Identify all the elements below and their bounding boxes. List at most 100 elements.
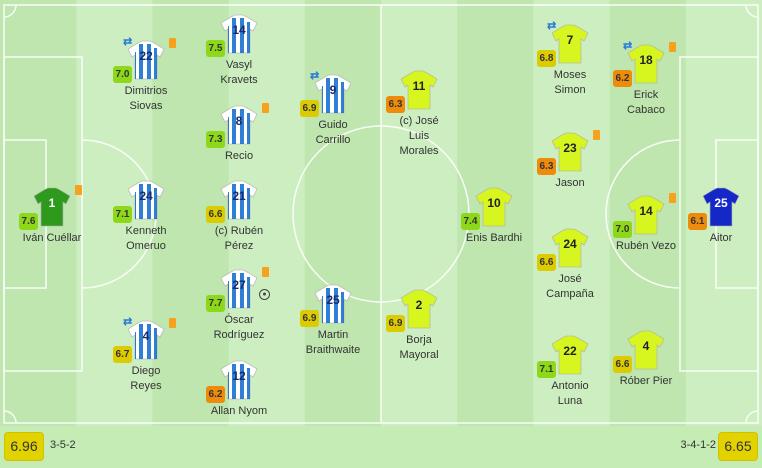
shirt-number: 25 xyxy=(714,196,728,210)
player-rating: 6.9 xyxy=(300,310,319,327)
player-rating: 6.8 xyxy=(537,50,556,67)
player-name-line: Erick xyxy=(633,89,659,101)
shirt-icon: 11 xyxy=(400,70,438,110)
away-player[interactable]: 25 6.1 Aitor xyxy=(676,187,762,246)
yellow-card-icon xyxy=(262,103,269,113)
yellow-card-icon xyxy=(669,42,676,52)
shirt-icon: 10 xyxy=(475,187,513,227)
home-player[interactable]: 1 7.6 Iván Cuéllar xyxy=(7,185,97,246)
player-name-line: Borja xyxy=(406,334,432,346)
shirt-icon: 27 xyxy=(220,269,258,309)
home-player[interactable]: 22 7.0 ⇄ Dimitrios Siovas xyxy=(101,36,191,114)
player-name: Iván Cuéllar xyxy=(7,231,97,246)
player-rating: 6.2 xyxy=(613,70,632,87)
shirt-icon: 24 xyxy=(551,228,589,268)
away-player[interactable]: 4 6.6 Róber Pier xyxy=(601,330,691,389)
shirt-icon: 22 xyxy=(127,40,165,80)
shirt-number: 4 xyxy=(642,339,650,353)
player-name-line: Diego xyxy=(131,365,161,377)
player-name: Dimitrios Siovas xyxy=(101,84,191,114)
shirt-number: 9 xyxy=(329,83,337,97)
player-name-line: Kenneth xyxy=(125,225,167,237)
player-rating: 6.6 xyxy=(206,206,225,223)
home-player[interactable]: 8 7.3 Recio xyxy=(194,103,284,164)
away-player[interactable]: 2 6.9 Borja Mayoral xyxy=(374,289,464,363)
home-player[interactable]: 24 7.1 Kenneth Omeruo xyxy=(101,180,191,254)
player-name-line: Cabaco xyxy=(627,104,665,116)
yellow-card-icon xyxy=(169,318,176,328)
yellow-card-icon xyxy=(262,267,269,277)
player-name-line: Mayoral xyxy=(399,349,439,361)
player-name-line: Kravets xyxy=(220,74,258,86)
shirt-icon: 25 xyxy=(314,284,352,324)
player-name-line: Luis xyxy=(408,130,430,142)
shirt-number: 27 xyxy=(232,278,246,292)
player-name-line: Aitor xyxy=(709,232,733,244)
shirt-icon: 4 xyxy=(627,330,665,370)
shirt-icon: 18 xyxy=(627,44,665,84)
away-player[interactable]: 22 7.1 Antonio Luna xyxy=(525,335,615,409)
home-player[interactable]: 25 6.9 Martin Braithwaite xyxy=(288,284,378,358)
player-name-line: Antonio xyxy=(551,380,589,392)
player-name: Borja Mayoral xyxy=(374,333,464,363)
shirt-number: 2 xyxy=(415,298,423,312)
home-player[interactable]: 27 7.7 ● Óscar Rodríguez xyxy=(194,267,284,343)
player-name-line: Vasyl xyxy=(225,59,253,71)
yellow-card-icon xyxy=(75,185,82,195)
shirt-number: 12 xyxy=(232,369,246,383)
home-player[interactable]: 12 6.2 Allan Nyom xyxy=(194,360,284,419)
player-name-line: Moses xyxy=(553,69,587,81)
away-player[interactable]: 23 6.3 Jason xyxy=(525,130,615,191)
player-name: Óscar Rodríguez xyxy=(194,313,284,343)
home-player[interactable]: 4 6.7 ⇄ Diego Reyes xyxy=(101,316,191,394)
substitution-icon: ⇄ xyxy=(123,36,133,48)
player-name-line: Braithwaite xyxy=(305,344,361,356)
player-name-line: Omeruo xyxy=(126,240,166,252)
shirt-number: 22 xyxy=(139,49,153,63)
player-rating: 7.1 xyxy=(537,361,556,378)
player-name: Martin Braithwaite xyxy=(288,328,378,358)
home-player[interactable]: 9 6.9 ⇄ Guido Carrillo xyxy=(288,70,378,148)
player-name: Aitor xyxy=(676,231,762,246)
away-player[interactable]: 10 7.4 Enis Bardhi xyxy=(449,187,539,246)
yellow-card-icon xyxy=(669,193,676,203)
yellow-card-icon xyxy=(593,130,600,140)
player-name-line: José xyxy=(558,273,582,285)
player-name-line: (c) José xyxy=(399,115,439,127)
player-name-line: Reyes xyxy=(130,380,162,392)
substitution-icon: ⇄ xyxy=(123,316,133,328)
player-name: Allan Nyom xyxy=(194,404,284,419)
home-player[interactable]: 21 6.6 (c) Rubén Pérez xyxy=(194,180,284,254)
player-name-line: Campaña xyxy=(546,288,594,300)
player-name: Enis Bardhi xyxy=(449,231,539,246)
player-rating: 7.6 xyxy=(19,213,38,230)
away-formation: 3-4-1-2 xyxy=(680,439,716,451)
away-player[interactable]: 18 6.2 ⇄ Erick Cabaco xyxy=(601,40,691,118)
player-name-line: Enis Bardhi xyxy=(465,232,523,244)
shirt-icon: 4 xyxy=(127,320,165,360)
home-player[interactable]: 14 7.5 Vasyl Kravets xyxy=(194,14,284,88)
player-name-line: Recio xyxy=(224,150,254,162)
player-rating: 7.0 xyxy=(613,221,632,238)
shirt-number: 21 xyxy=(232,189,246,203)
player-rating: 6.9 xyxy=(300,100,319,117)
away-player[interactable]: 7 6.8 ⇄ Moses Simon xyxy=(525,20,615,98)
player-name: Moses Simon xyxy=(525,68,615,98)
player-name-line: Martin xyxy=(317,329,349,341)
away-player[interactable]: 14 7.0 Rubén Vezo xyxy=(601,193,691,254)
away-team-rating: 6.65 xyxy=(718,432,758,461)
player-name: Jason xyxy=(525,176,615,191)
player-name: (c) Rubén Pérez xyxy=(194,224,284,254)
player-name: Guido Carrillo xyxy=(288,118,378,148)
shirt-number: 25 xyxy=(326,293,340,307)
player-rating: 7.1 xyxy=(113,206,132,223)
shirt-icon: 9 xyxy=(314,74,352,114)
away-player[interactable]: 11 6.3 (c) José Luis Morales xyxy=(374,70,464,159)
shirt-number: 24 xyxy=(139,189,153,203)
shirt-icon: 24 xyxy=(127,180,165,220)
away-player[interactable]: 24 6.6 José Campaña xyxy=(525,228,615,302)
substitution-icon: ⇄ xyxy=(623,40,633,52)
player-rating: 6.9 xyxy=(386,315,405,332)
player-name: (c) José Luis Morales xyxy=(374,114,464,159)
shirt-icon: 7 xyxy=(551,24,589,64)
